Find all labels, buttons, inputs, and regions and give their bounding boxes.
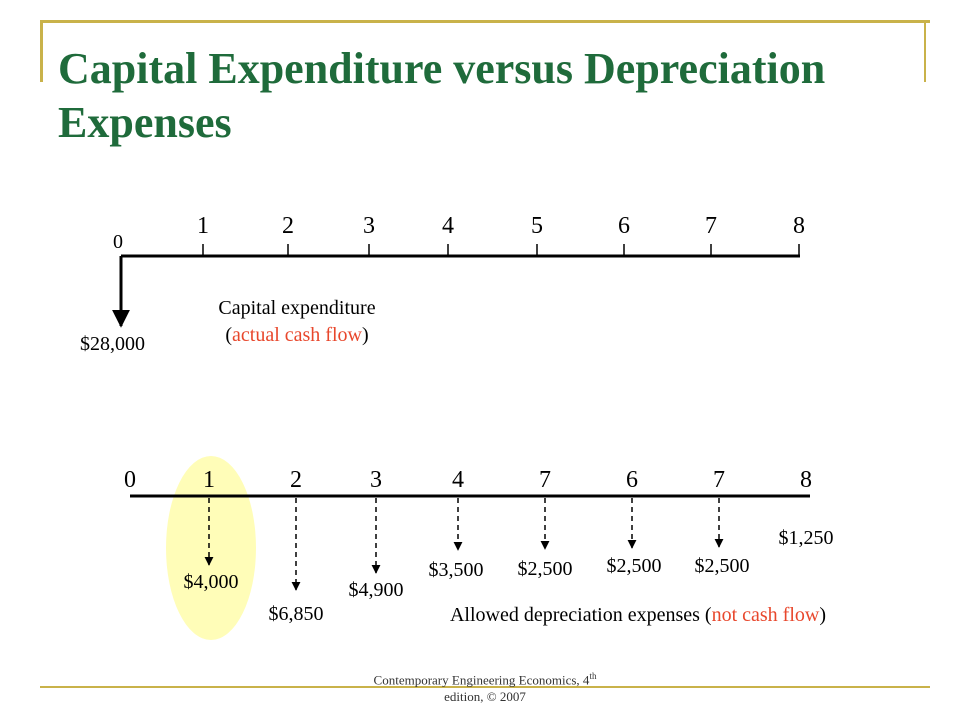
- top-timeline: 1 2 3 4 5 6 7 8 0 $28,000 Capital expenditure (…: [80, 213, 805, 355]
- top-caption-line2: (actual cash flow): [225, 324, 368, 346]
- frame-top-line: [40, 20, 930, 23]
- frame-right-line: [924, 20, 926, 82]
- depreciation-amount: $4,000: [184, 571, 239, 593]
- depreciation-amount: $1,250: [779, 527, 834, 549]
- capital-expenditure-amount: $28,000: [80, 333, 145, 355]
- top-period-label: 8: [793, 213, 805, 239]
- slide-footer: Contemporary Engineering Economics, 4th …: [300, 668, 670, 705]
- top-period-0: 0: [113, 231, 123, 253]
- top-period-label: 4: [442, 213, 454, 239]
- bottom-period-label: 1: [203, 467, 215, 493]
- top-period-label: 3: [363, 213, 375, 239]
- frame-left-line: [40, 20, 43, 82]
- bottom-period-label: 4: [452, 467, 464, 493]
- top-caption-line1: Capital expenditure: [218, 297, 375, 319]
- depreciation-amount: $2,500: [518, 558, 573, 580]
- bottom-period-label: 7: [713, 467, 725, 493]
- frame-bottom-line: [40, 686, 930, 688]
- depreciation-amount: $4,900: [349, 579, 404, 601]
- bottom-timeline: 0 1 2 3 4 7 6 7 8 $4,000 $6,850 $4,900 $3,500 $2,500…: [124, 467, 834, 626]
- top-period-label: 1: [197, 213, 209, 239]
- top-period-label: 2: [282, 213, 294, 239]
- bottom-period-label: 3: [370, 467, 382, 493]
- bottom-period-label: 2: [290, 467, 302, 493]
- bottom-period-label: 0: [124, 467, 136, 493]
- depreciation-amount: $2,500: [695, 555, 750, 577]
- footer-line1: Contemporary Engineering Economics, 4: [373, 672, 590, 688]
- bottom-period-label: 7: [539, 467, 551, 493]
- footer-superscript: th: [589, 671, 597, 681]
- depreciation-amount: $6,850: [269, 603, 324, 625]
- depreciation-amount: $2,500: [607, 555, 662, 577]
- highlight-year-1: [166, 456, 256, 640]
- top-period-label: 7: [705, 213, 717, 239]
- top-period-label: 5: [531, 213, 543, 239]
- depreciation-amount: $3,500: [429, 559, 484, 581]
- bottom-caption: Allowed depreciation expenses (not cash …: [450, 604, 826, 626]
- top-period-label: 6: [618, 213, 630, 239]
- bottom-period-label: 8: [800, 467, 812, 493]
- bottom-period-label: 6: [626, 467, 638, 493]
- footer-line2: edition, © 2007: [444, 689, 526, 705]
- slide-title: Capital Expenditure versus Depreciation …: [58, 44, 826, 147]
